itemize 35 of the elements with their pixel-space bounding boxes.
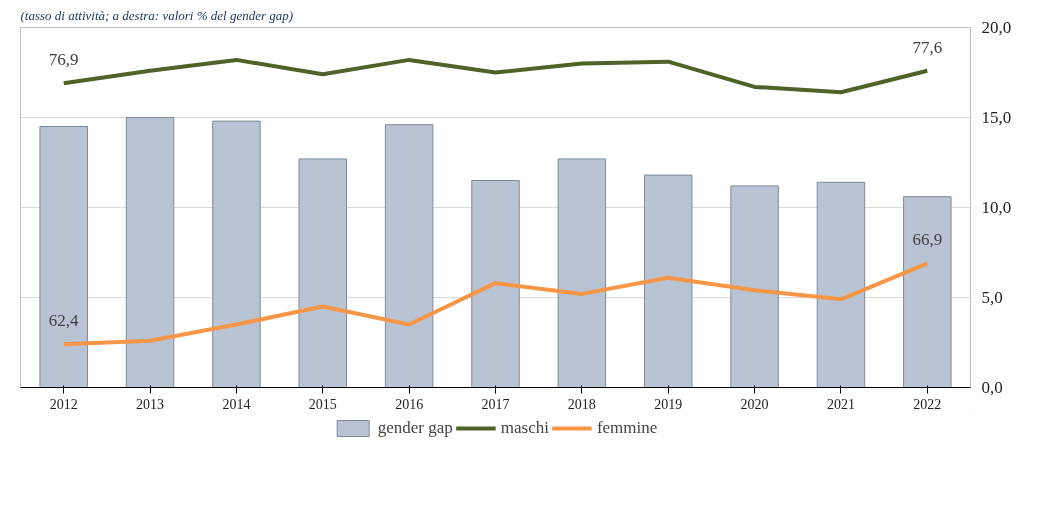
y2-tick-label: 5,0 [981,288,1003,307]
x-tick-label: 2018 [567,396,596,412]
bar [471,180,520,388]
bar [212,120,261,388]
legend-label: maschi [500,418,549,438]
x-tick-label: 2017 [481,396,510,412]
x-tick-label: 2019 [654,396,683,412]
y2-tick-label: 20,0 [981,18,1012,37]
legend-label: femmine [596,418,658,438]
x-tick-label: 2020 [740,396,769,412]
y2-tick-label: 15,0 [981,108,1012,127]
data-label: 62,4 [48,311,80,331]
bar [557,158,607,388]
x-tick-label: 2022 [913,396,942,412]
x-tick-label: 2021 [826,396,855,412]
y2-tick-label: 10,0 [981,198,1012,217]
bar [643,174,693,388]
data-label: 77,6 [912,37,943,57]
x-tick-label: 2012 [49,396,78,412]
bar [816,181,866,388]
y2-tick-label: 0,0 [981,378,1003,397]
chart-subtitle: (tasso di attività; a destra: valori % del gender gap) [20,7,294,23]
bar [125,117,175,388]
x-tick-label: 2014 [222,396,251,412]
bar [384,124,434,388]
data-label: 76,9 [48,50,79,70]
bar [298,158,348,388]
bar [903,196,952,388]
data-label: 66,9 [912,230,943,250]
x-tick-label: 2016 [395,396,424,412]
x-tick-label: 2015 [308,396,337,412]
legend-label: gender gap [377,418,453,438]
bar [39,126,88,388]
x-tick-label: 2013 [136,396,165,412]
bar [730,185,779,388]
